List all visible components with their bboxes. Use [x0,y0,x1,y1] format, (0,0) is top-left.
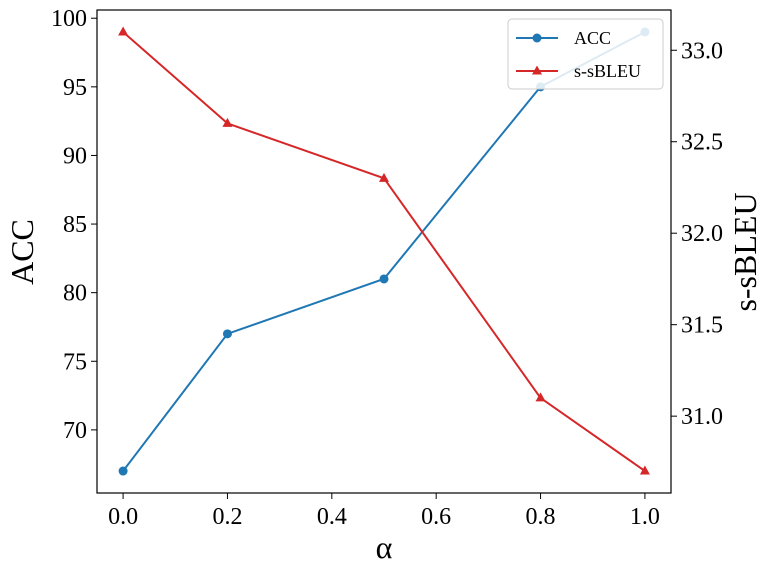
right-y-tick-label: 32.5 [681,130,723,156]
right-y-tick-label: 31.5 [681,313,723,339]
legend-ssbleu-label: s-sBLEU [574,61,641,81]
x-tick-label: 0.2 [212,504,242,530]
right-y-tick-label: 33.0 [681,38,723,64]
s-sbleu-point [118,26,129,36]
acc-point [118,466,128,476]
left-y-tick-label: 90 [63,143,87,169]
legend-acc-label: ACC [574,28,611,48]
x-tick-label: 0.0 [108,504,138,530]
plot-frame [96,9,672,494]
s-sbleu-point [222,117,233,127]
x-tick-label: 0.6 [421,504,451,530]
x-tick-label: 1.0 [630,504,660,530]
s-sbleu-point [535,392,546,402]
left-y-tick-label: 75 [63,349,87,375]
s-sbleu-point [379,172,389,182]
right-axis-title: s-sBLEU [727,192,763,311]
right-y-tick-label: 31.0 [681,404,723,430]
x-tick-label: 0.8 [526,504,556,530]
plot-area [97,10,671,493]
ticks-layer: 0.0 0.2 0.4 0.6 0.8 1.0 70 75 80 85 90 95 100 31.0 31.… [51,6,723,530]
left-y-tick-label: 80 [63,281,87,307]
legend-acc-marker [532,33,542,43]
x-tick-label: 0.4 [317,504,347,530]
s-sbleu-point [639,465,650,475]
legend-ssbleu-marker [532,65,542,75]
left-y-tick-label: 85 [63,212,87,238]
acc-point [222,329,232,339]
left-y-tick-label: 100 [51,6,87,32]
left-y-tick-label: 95 [63,75,87,101]
left-axis-title: ACC [4,219,40,285]
acc-point [379,274,389,284]
legend: ACC s-sBLEU [507,18,664,90]
right-y-tick-label: 32.0 [681,221,723,247]
left-y-tick-label: 70 [63,418,87,444]
x-axis-title: α [376,529,393,565]
